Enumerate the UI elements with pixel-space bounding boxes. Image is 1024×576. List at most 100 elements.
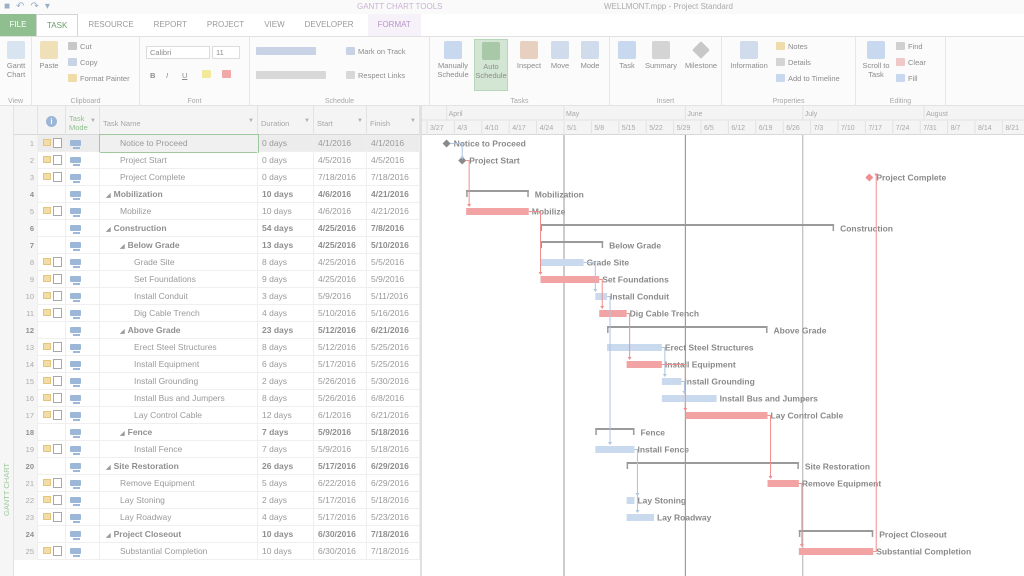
note-icon[interactable]: [43, 139, 51, 146]
task-mode-cell[interactable]: [66, 526, 100, 543]
task-mode-cell[interactable]: [66, 169, 100, 186]
task-name-cell[interactable]: Remove Equipment: [100, 475, 258, 492]
row-id[interactable]: 12: [14, 322, 38, 339]
linked-task-icon[interactable]: [53, 376, 62, 386]
finish-cell[interactable]: 5/25/2016: [367, 356, 420, 373]
start-cell[interactable]: 4/6/2016: [314, 186, 367, 203]
task-name-cell[interactable]: ◢ Project Closeout: [100, 526, 258, 543]
row-id[interactable]: 20: [14, 458, 38, 475]
duration-cell[interactable]: 0 days: [258, 169, 314, 186]
task-row[interactable]: 5 Mobilize 10 days 4/6/2016 4/21/2016: [14, 203, 420, 220]
information-button[interactable]: Information: [726, 41, 772, 70]
note-icon[interactable]: [43, 377, 51, 384]
tab-developer[interactable]: DEVELOPER: [304, 20, 354, 29]
row-id[interactable]: 4: [14, 186, 38, 203]
finish-cell[interactable]: 5/11/2016: [367, 288, 420, 305]
duration-cell[interactable]: 2 days: [258, 492, 314, 509]
duration-cell[interactable]: 8 days: [258, 390, 314, 407]
task-row[interactable]: 16 Install Bus and Jumpers 8 days 5/26/2016…: [14, 390, 420, 407]
start-cell[interactable]: 5/17/2016: [314, 356, 367, 373]
undo-icon[interactable]: ↶: [16, 1, 25, 12]
indicators-header[interactable]: i: [38, 106, 66, 135]
finish-cell[interactable]: 5/30/2016: [367, 373, 420, 390]
scroll-to-task-button[interactable]: Scroll to Task: [860, 41, 892, 79]
start-cell[interactable]: 6/30/2016: [314, 526, 367, 543]
select-all-corner[interactable]: [14, 106, 38, 135]
finish-cell[interactable]: 5/9/2016: [367, 271, 420, 288]
finish-cell[interactable]: 5/5/2016: [367, 254, 420, 271]
task-name-cell[interactable]: ◢ Site Restoration: [100, 458, 258, 475]
tab-file[interactable]: FILE: [0, 14, 36, 36]
row-id[interactable]: 15: [14, 373, 38, 390]
linked-task-icon[interactable]: [53, 410, 62, 420]
tab-resource[interactable]: RESOURCE: [88, 20, 134, 29]
finish-cell[interactable]: 5/16/2016: [367, 305, 420, 322]
row-id[interactable]: 18: [14, 424, 38, 441]
task-name-cell[interactable]: Project Complete: [100, 169, 258, 186]
note-icon[interactable]: [43, 275, 51, 282]
start-cell[interactable]: 5/9/2016: [314, 288, 367, 305]
task-row[interactable]: 17 Lay Control Cable 12 days 6/1/2016 6/21/2…: [14, 407, 420, 424]
column-dropdown-icon[interactable]: ▼: [304, 118, 310, 124]
collapse-icon[interactable]: ◢: [120, 244, 125, 250]
linked-task-icon[interactable]: [53, 291, 62, 301]
task-row[interactable]: 24 ◢ Project Closeout 10 days 6/30/2016 7/18/…: [14, 526, 420, 543]
duration-cell[interactable]: 2 days: [258, 373, 314, 390]
start-cell[interactable]: 5/26/2016: [314, 373, 367, 390]
format-painter-button[interactable]: Format Painter: [68, 74, 130, 83]
note-icon[interactable]: [43, 394, 51, 401]
finish-cell[interactable]: 7/8/2016: [367, 220, 420, 237]
note-icon[interactable]: [43, 496, 51, 503]
task-name-cell[interactable]: Install Conduit: [100, 288, 258, 305]
font-family-select[interactable]: Calibri: [146, 46, 210, 59]
move-button[interactable]: Move: [546, 41, 574, 70]
finish-cell[interactable]: 5/18/2016: [367, 424, 420, 441]
start-cell[interactable]: 5/26/2016: [314, 390, 367, 407]
task-row[interactable]: 22 Lay Stoning 2 days 5/17/2016 5/18/2016: [14, 492, 420, 509]
duration-header[interactable]: Duration ▼: [258, 106, 314, 135]
task-mode-cell[interactable]: [66, 373, 100, 390]
task-mode-cell[interactable]: [66, 152, 100, 169]
finish-cell[interactable]: 5/23/2016: [367, 509, 420, 526]
finish-header[interactable]: Finish ▼: [367, 106, 420, 135]
bold-button[interactable]: B: [150, 71, 156, 80]
task-mode-cell[interactable]: [66, 543, 100, 560]
row-id[interactable]: 11: [14, 305, 38, 322]
start-cell[interactable]: 5/12/2016: [314, 339, 367, 356]
start-cell[interactable]: 5/17/2016: [314, 509, 367, 526]
linked-task-icon[interactable]: [53, 155, 62, 165]
task-mode-cell[interactable]: [66, 492, 100, 509]
linked-task-icon[interactable]: [53, 257, 62, 267]
task-row[interactable]: 10 Install Conduit 3 days 5/9/2016 5/11/2016: [14, 288, 420, 305]
add-to-timeline-button[interactable]: Add to Timeline: [776, 74, 840, 83]
task-row[interactable]: 18 ◢ Fence 7 days 5/9/2016 5/18/2016: [14, 424, 420, 441]
start-cell[interactable]: 4/5/2016: [314, 152, 367, 169]
linked-task-icon[interactable]: [53, 308, 62, 318]
finish-cell[interactable]: 5/18/2016: [367, 492, 420, 509]
linked-task-icon[interactable]: [53, 495, 62, 505]
task-name-cell[interactable]: Grade Site: [100, 254, 258, 271]
finish-cell[interactable]: 4/21/2016: [367, 203, 420, 220]
linked-task-icon[interactable]: [53, 274, 62, 284]
gantt-chart-button[interactable]: Gantt Chart: [2, 41, 30, 79]
duration-cell[interactable]: 8 days: [258, 339, 314, 356]
start-header[interactable]: Start ▼: [314, 106, 367, 135]
insert-milestone-button[interactable]: Milestone: [682, 41, 720, 70]
linked-task-icon[interactable]: [53, 444, 62, 454]
finish-cell[interactable]: 7/18/2016: [367, 543, 420, 560]
font-color-button[interactable]: [222, 70, 234, 79]
task-row[interactable]: 19 Install Fence 7 days 5/9/2016 5/18/2016: [14, 441, 420, 458]
paste-button[interactable]: Paste: [36, 41, 62, 70]
details-button[interactable]: Details: [776, 58, 811, 67]
finish-cell[interactable]: 7/18/2016: [367, 169, 420, 186]
task-name-cell[interactable]: Substantial Completion: [100, 543, 258, 560]
finish-cell[interactable]: 4/1/2016: [367, 135, 420, 152]
start-cell[interactable]: 4/25/2016: [314, 254, 367, 271]
mode-button[interactable]: Mode: [576, 41, 604, 70]
duration-cell[interactable]: 8 days: [258, 254, 314, 271]
task-name-cell[interactable]: Install Fence: [100, 441, 258, 458]
redo-icon[interactable]: ↷: [30, 1, 39, 12]
find-button[interactable]: Find: [896, 42, 923, 51]
collapse-icon[interactable]: ◢: [106, 193, 111, 199]
task-mode-cell[interactable]: [66, 237, 100, 254]
